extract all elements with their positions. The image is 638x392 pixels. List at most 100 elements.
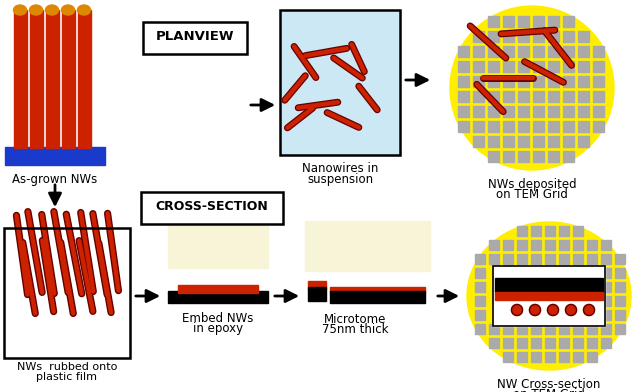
Bar <box>458 91 469 102</box>
Bar <box>531 338 541 348</box>
Bar <box>168 196 268 268</box>
Bar <box>518 61 529 72</box>
Text: Microtome: Microtome <box>324 313 386 326</box>
Ellipse shape <box>45 5 59 15</box>
Bar <box>473 76 484 87</box>
Bar <box>615 254 625 264</box>
Bar <box>593 121 604 132</box>
Bar <box>503 352 513 362</box>
Bar <box>280 10 400 155</box>
Bar <box>563 151 574 162</box>
Ellipse shape <box>467 222 631 370</box>
Bar <box>503 136 514 147</box>
Bar <box>545 324 555 334</box>
Bar <box>533 76 544 87</box>
Bar <box>518 106 529 117</box>
Bar <box>5 147 105 165</box>
Bar <box>548 151 559 162</box>
Bar <box>518 151 529 162</box>
Bar <box>475 324 485 334</box>
Bar <box>488 151 499 162</box>
Bar <box>517 324 527 334</box>
Bar <box>488 46 499 57</box>
Bar <box>493 266 605 326</box>
Bar <box>473 106 484 117</box>
Ellipse shape <box>29 5 43 15</box>
Bar <box>578 136 589 147</box>
Bar <box>601 338 611 348</box>
Bar <box>573 324 583 334</box>
Bar <box>308 287 326 301</box>
Text: As-grown NWs: As-grown NWs <box>12 173 98 186</box>
Bar <box>473 31 484 42</box>
Text: PLANVIEW: PLANVIEW <box>156 29 234 42</box>
Bar <box>587 338 597 348</box>
Bar <box>563 76 574 87</box>
Bar <box>531 352 541 362</box>
Text: on TEM Grid: on TEM Grid <box>496 188 568 201</box>
Bar <box>533 121 544 132</box>
Bar <box>601 268 611 278</box>
Bar <box>533 31 544 42</box>
Bar <box>518 46 529 57</box>
Bar <box>488 106 499 117</box>
Bar <box>503 46 514 57</box>
Bar <box>563 61 574 72</box>
Bar <box>517 226 527 236</box>
Bar <box>548 106 559 117</box>
Bar <box>518 31 529 42</box>
Ellipse shape <box>61 5 75 15</box>
Bar <box>503 31 514 42</box>
Bar <box>587 324 597 334</box>
Bar <box>531 254 541 264</box>
Bar <box>488 16 499 27</box>
Bar <box>548 46 559 57</box>
Bar <box>593 91 604 102</box>
Bar <box>578 76 589 87</box>
Bar <box>559 324 569 334</box>
Text: Nanowires in: Nanowires in <box>302 162 378 175</box>
Bar <box>593 76 604 87</box>
Text: on TEM Grid: on TEM Grid <box>513 388 585 392</box>
Bar <box>563 46 574 57</box>
FancyBboxPatch shape <box>141 192 283 224</box>
Bar <box>615 268 625 278</box>
Bar <box>46 10 59 148</box>
Bar <box>573 240 583 250</box>
Bar <box>518 121 529 132</box>
Bar <box>473 61 484 72</box>
Text: NW Cross-section: NW Cross-section <box>497 378 601 391</box>
Bar <box>489 240 499 250</box>
Bar <box>601 324 611 334</box>
Bar <box>573 226 583 236</box>
Bar <box>587 240 597 250</box>
Bar <box>563 31 574 42</box>
Bar <box>473 46 484 57</box>
Ellipse shape <box>13 5 27 15</box>
Bar <box>533 16 544 27</box>
Bar <box>548 61 559 72</box>
Bar <box>563 91 574 102</box>
Bar <box>14 10 27 148</box>
Bar <box>517 352 527 362</box>
Bar <box>559 352 569 362</box>
Bar <box>533 46 544 57</box>
Ellipse shape <box>77 5 91 15</box>
Bar <box>475 282 485 292</box>
Bar <box>4 228 130 358</box>
Bar <box>615 296 625 306</box>
Bar <box>518 91 529 102</box>
Bar <box>517 240 527 250</box>
Bar <box>531 240 541 250</box>
Bar <box>559 338 569 348</box>
Bar <box>559 226 569 236</box>
Bar <box>533 106 544 117</box>
Bar <box>573 352 583 362</box>
Bar <box>458 61 469 72</box>
Text: in epoxy: in epoxy <box>193 322 243 335</box>
Bar <box>30 10 43 148</box>
Bar <box>533 61 544 72</box>
Bar <box>503 338 513 348</box>
Bar <box>503 61 514 72</box>
Bar <box>545 254 555 264</box>
